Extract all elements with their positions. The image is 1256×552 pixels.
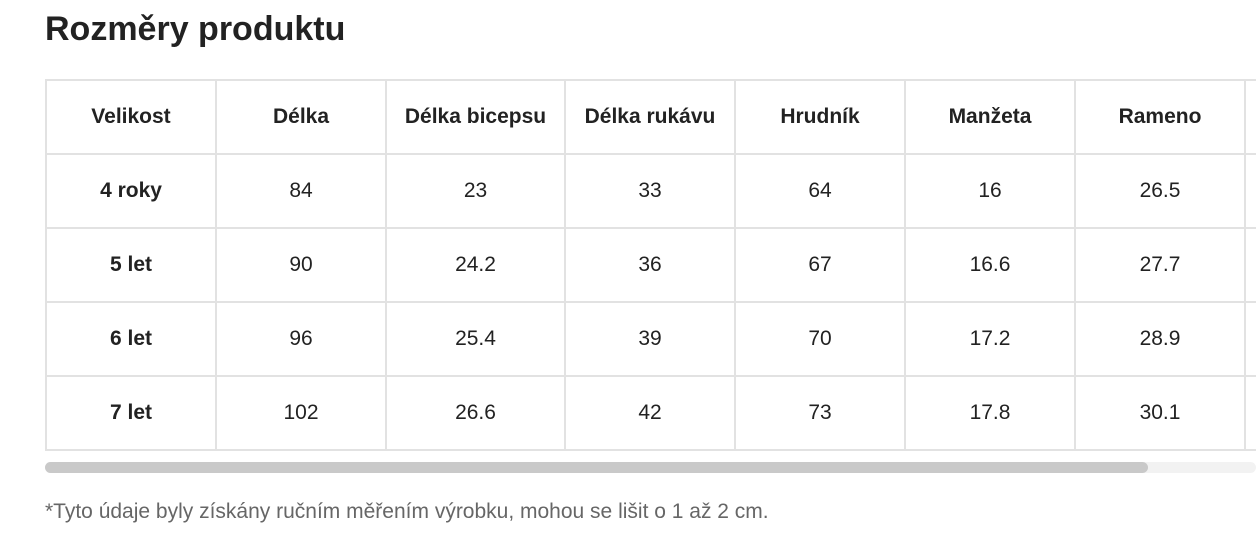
cell-cut: [1244, 301, 1256, 377]
value-cell: 90: [215, 227, 387, 303]
value-cell: 42: [564, 375, 736, 451]
value-cell: 96: [215, 301, 387, 377]
cell-cut: [1244, 375, 1256, 451]
footnote: *Tyto údaje byly získány ručním měřením …: [45, 500, 769, 523]
scrollbar-thumb[interactable]: [45, 462, 1148, 473]
value-cell: 27.7: [1074, 227, 1246, 303]
header-cell: Hrudník: [734, 79, 906, 155]
value-cell: 28.9: [1074, 301, 1246, 377]
table-container[interactable]: Velikost Délka Délka bicepsu Délka rukávu Hr…: [45, 79, 1256, 451]
size-cell: 7 let: [45, 375, 217, 451]
scrollbar[interactable]: [45, 462, 1256, 473]
table-body: 4 roky 84 23 33 64 16 26.5 5 let 90 24.2 36 67 16.6 2…: [45, 153, 1256, 451]
title: Rozměry produktu: [45, 10, 346, 48]
value-cell: 16: [904, 153, 1076, 229]
table-row: 5 let 90 24.2 36 67 16.6 27.7: [45, 227, 1256, 303]
header-cell: Délka rukávu: [564, 79, 736, 155]
header-row: Velikost Délka Délka bicepsu Délka rukávu Hr…: [45, 79, 1256, 155]
header-cell: Délka bicepsu: [385, 79, 566, 155]
value-cell: 24.2: [385, 227, 566, 303]
value-cell: 70: [734, 301, 906, 377]
value-cell: 26.5: [1074, 153, 1246, 229]
header-cell-cut: [1244, 79, 1256, 155]
value-cell: 64: [734, 153, 906, 229]
value-cell: 16.6: [904, 227, 1076, 303]
value-cell: 17.2: [904, 301, 1076, 377]
header-cell: Velikost: [45, 79, 217, 155]
value-cell: 73: [734, 375, 906, 451]
header-cell: Rameno: [1074, 79, 1246, 155]
table-row: 7 let 102 26.6 42 73 17.8 30.1: [45, 375, 1256, 451]
value-cell: 23: [385, 153, 566, 229]
value-cell: 36: [564, 227, 736, 303]
size-cell: 5 let: [45, 227, 217, 303]
cell-cut: [1244, 227, 1256, 303]
value-cell: 67: [734, 227, 906, 303]
value-cell: 84: [215, 153, 387, 229]
size-cell: 6 let: [45, 301, 217, 377]
value-cell: 26.6: [385, 375, 566, 451]
value-cell: 30.1: [1074, 375, 1246, 451]
table-row: 6 let 96 25.4 39 70 17.2 28.9: [45, 301, 1256, 377]
value-cell: 33: [564, 153, 736, 229]
value-cell: 17.8: [904, 375, 1076, 451]
table-row: 4 roky 84 23 33 64 16 26.5: [45, 153, 1256, 229]
value-cell: 39: [564, 301, 736, 377]
value-cell: 102: [215, 375, 387, 451]
value-cell: 25.4: [385, 301, 566, 377]
header-cell: Manžeta: [904, 79, 1076, 155]
size-cell: 4 roky: [45, 153, 217, 229]
size-table: Velikost Délka Délka bicepsu Délka rukávu Hr…: [45, 79, 1256, 451]
cell-cut: [1244, 153, 1256, 229]
header-cell: Délka: [215, 79, 387, 155]
